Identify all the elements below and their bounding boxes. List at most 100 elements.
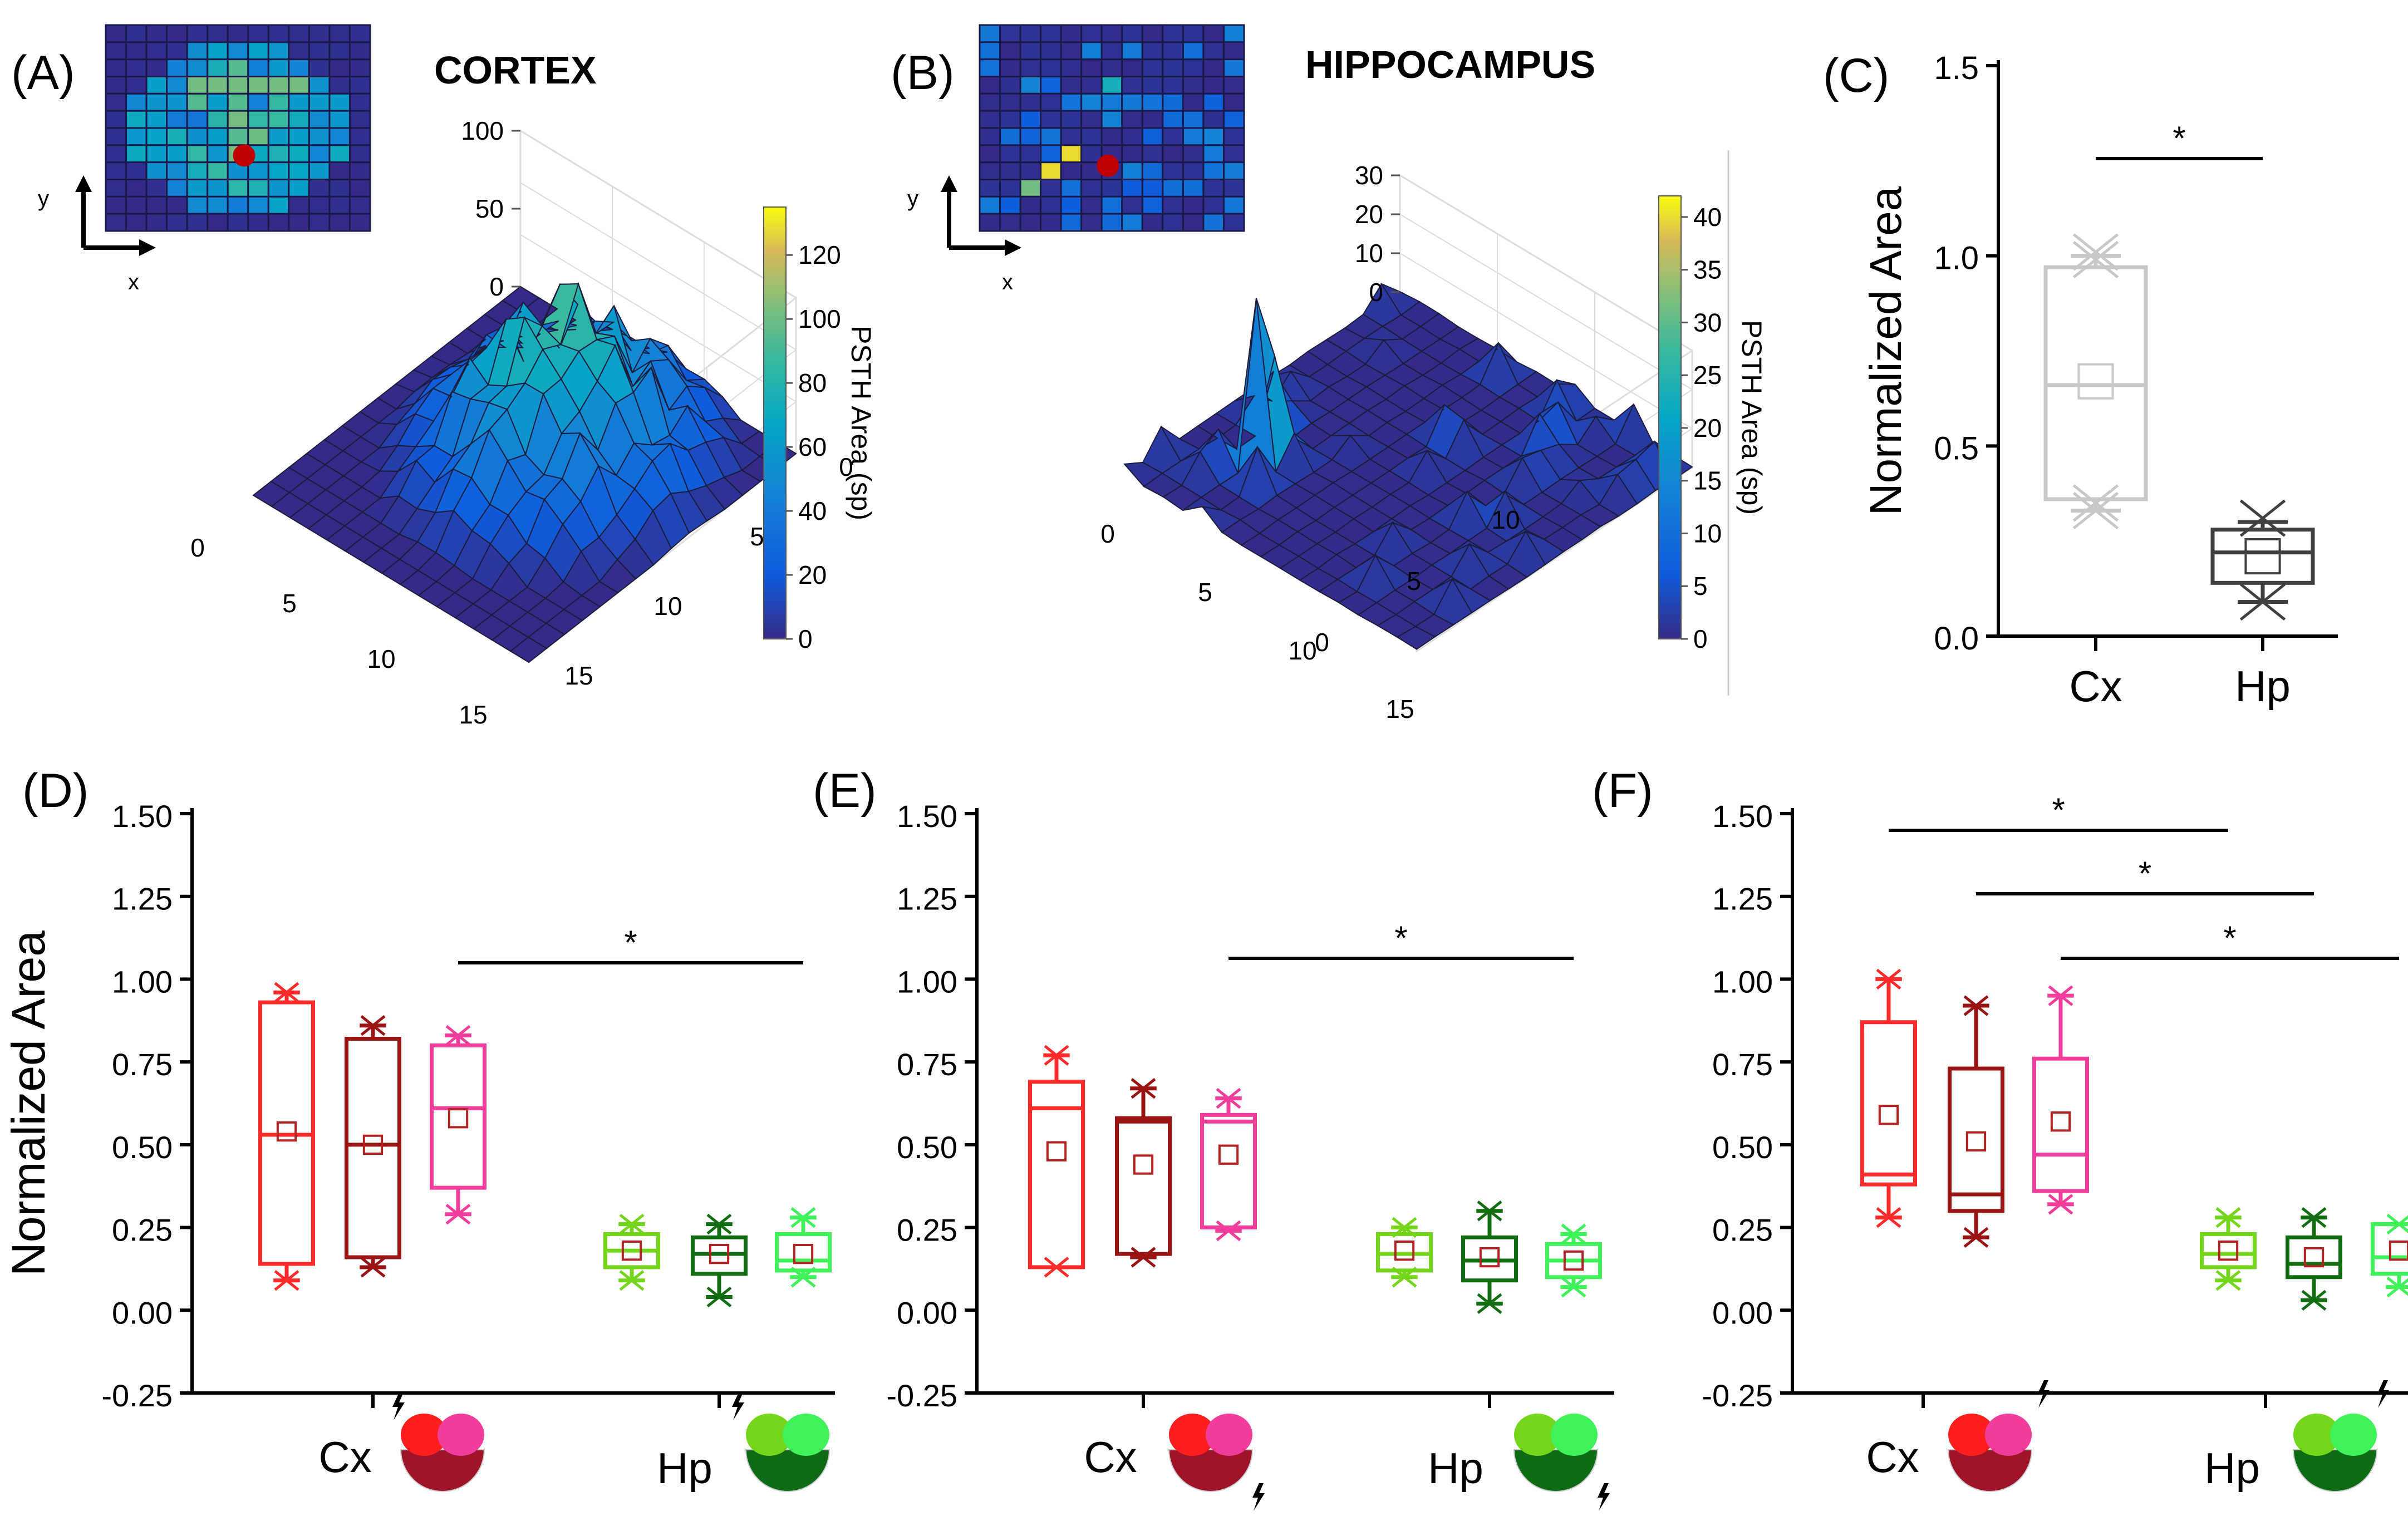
- heatmap-cell: [348, 92, 371, 112]
- y-tick-label: 0.00: [897, 1295, 957, 1330]
- heatmap-cell: [186, 179, 209, 198]
- heatmap-cell: [186, 110, 209, 129]
- heatmap-cell: [1162, 213, 1184, 232]
- heatmap-cell: [328, 41, 351, 61]
- heatmap-cell: [145, 213, 168, 232]
- box-iqr: [2032, 1056, 2089, 1193]
- colorbar-gradient: [1658, 195, 1682, 639]
- heatmap-cell: [1019, 41, 1042, 61]
- heatmap-cell: [207, 213, 229, 232]
- heatmap-cell: [1141, 179, 1164, 198]
- x-tick-label: 0: [1100, 519, 1115, 548]
- heatmap-cell: [105, 179, 127, 198]
- box-plot-d: -0.25 0.00 0.25 0.50 0.75 1.00 1.25 1.50 Normali…: [2, 799, 835, 1493]
- heatmap-cell: [227, 58, 249, 77]
- y-axis-label: Normalized Area: [2, 931, 55, 1276]
- outlier-marker: [1477, 1293, 1502, 1315]
- heatmap-cell: [348, 179, 371, 198]
- heatmap-cell: [1060, 76, 1083, 95]
- heatmap-cell: [1080, 92, 1103, 112]
- heatmap-cell: [288, 161, 310, 180]
- colorbar-b: 0 5 10 15 20 25 30 35 40 PSTH Area (sp): [1658, 150, 1767, 696]
- colorbar-tick-label: 40: [798, 496, 827, 525]
- heatmap-cell: [328, 24, 351, 43]
- brain-right-hemisphere: [438, 1414, 484, 1456]
- outlier-marker: [274, 1270, 299, 1291]
- heatmap-cell: [979, 213, 1001, 232]
- xy-axes-indicator-a: y x: [38, 175, 156, 294]
- heatmap-cell: [1040, 76, 1062, 95]
- heatmap-cell: [1141, 213, 1164, 232]
- heatmap-cell: [186, 41, 209, 61]
- outlier-marker: [619, 1213, 645, 1235]
- brain-right-hemisphere: [783, 1414, 829, 1456]
- heatmap-cell: [1202, 24, 1225, 43]
- heatmap-cell: [1141, 110, 1164, 129]
- colorbar-tick-label: 15: [1693, 466, 1722, 495]
- heatmap-cell: [999, 195, 1021, 215]
- box-mean-marker: [2303, 1247, 2325, 1268]
- heatmap-cell: [267, 144, 290, 164]
- box-mean-marker: [1394, 1241, 1415, 1261]
- heatmap-cell: [166, 110, 188, 129]
- brain-right-hemisphere: [2330, 1414, 2377, 1456]
- heatmap-cell: [1141, 92, 1164, 112]
- heatmap-cell: [308, 161, 331, 180]
- stimulation-bolt-icon: [392, 1392, 405, 1420]
- box-mean-marker: [1218, 1144, 1239, 1165]
- heatmap-cell: [1121, 24, 1143, 43]
- heatmap-cell: [1040, 58, 1062, 77]
- panel-label-b: (B): [891, 46, 955, 100]
- panel-label-c: (C): [1823, 49, 1889, 102]
- colorbar-label: PSTH Area (sp): [1736, 320, 1767, 515]
- heatmap-cell: [1100, 24, 1123, 43]
- heatmap-cell: [1060, 127, 1083, 146]
- heatmap-cell: [207, 195, 229, 215]
- heatmap-cell: [1121, 179, 1143, 198]
- x-group-label: Cx: [318, 1433, 371, 1481]
- heatmap-cell: [348, 24, 371, 43]
- heatmap-cell: [1080, 127, 1103, 146]
- grid-line: [520, 234, 797, 402]
- heatmap-cell: [1202, 179, 1225, 198]
- heatmap-cell: [1182, 110, 1205, 129]
- heatmap-cell: [207, 179, 229, 198]
- heatmap-cell: [1060, 161, 1083, 180]
- heatmap-cell: [247, 110, 269, 129]
- heatmap-cell: [1019, 110, 1042, 129]
- colorbar-tick-label: 100: [798, 304, 841, 333]
- panel-b-title: HIPPOCAMPUS: [1305, 43, 1595, 86]
- colorbar-tick-label: 40: [1693, 203, 1722, 232]
- outlier-marker: [1876, 968, 1901, 990]
- heatmap-cell: [308, 195, 331, 215]
- outlier-marker: [1131, 1078, 1156, 1099]
- heatmap-cell: [288, 213, 310, 232]
- stimulation-bolt-icon: [1252, 1483, 1265, 1511]
- box-mean-marker: [276, 1121, 297, 1142]
- heatmap-cell: [1019, 58, 1042, 77]
- heatmap-cell: [1080, 24, 1103, 43]
- outlier-marker: [1477, 1200, 1502, 1222]
- brain-left-hemisphere: [2293, 1414, 2340, 1456]
- heatmap-cell: [207, 127, 229, 146]
- heatmap-cell: [166, 58, 188, 77]
- heatmap-cell: [999, 41, 1021, 61]
- heatmap-cell: [1040, 161, 1062, 180]
- heatmap-cell: [145, 92, 168, 112]
- heatmap-cell: [125, 127, 148, 146]
- heatmap-cell: [105, 76, 127, 95]
- heatmap-cell: [1222, 110, 1245, 129]
- brain-lower: [400, 1449, 485, 1492]
- heatmap-cell: [328, 58, 351, 77]
- x-category-label: Hp: [2235, 662, 2291, 711]
- heatmap-cell: [247, 58, 269, 77]
- outlier-marker: [2215, 1270, 2241, 1291]
- brain-right-hemisphere: [1985, 1414, 2032, 1456]
- electrode-marker: [1097, 154, 1119, 177]
- box-mean-marker: [448, 1108, 469, 1129]
- brain-left-hemisphere: [401, 1414, 448, 1456]
- y-tick-label: 5: [750, 522, 764, 551]
- z-tick-label: 0: [489, 272, 504, 301]
- outlier-marker: [1963, 995, 1989, 1016]
- colorbar-tick-label: 80: [798, 368, 827, 397]
